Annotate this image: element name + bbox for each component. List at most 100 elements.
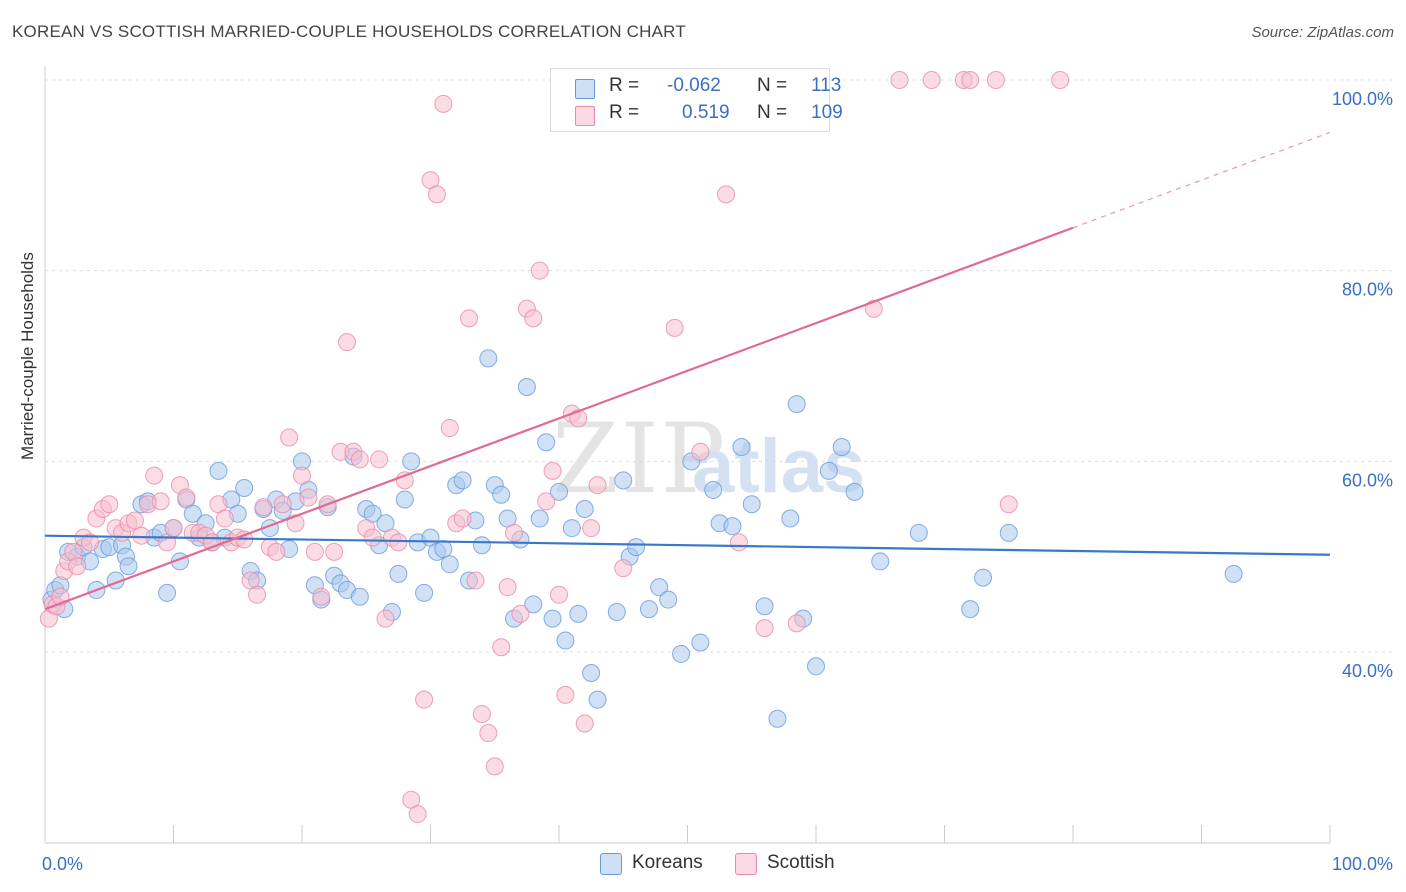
korean-point [395, 490, 414, 509]
scottish-point [614, 559, 633, 578]
scottish-point [434, 94, 453, 113]
korean-point [961, 600, 980, 619]
korean-point [402, 452, 421, 471]
scottish-point [68, 557, 87, 576]
legend-n-value: 113 [811, 75, 842, 96]
scottish-point [1051, 71, 1070, 89]
scottish-point [337, 333, 356, 352]
scottish-point [582, 519, 601, 538]
korean-point [999, 523, 1018, 542]
legend-n-value: 109 [811, 102, 843, 123]
korean-point [845, 482, 864, 501]
scottish-point [864, 299, 883, 318]
axes [44, 66, 1331, 844]
korean-point [209, 461, 228, 480]
x-tick-label: 0.0% [42, 854, 83, 874]
korean-point [440, 555, 459, 574]
scottish-point [145, 466, 164, 485]
scottish-point [575, 714, 594, 733]
trend-line-scottish [44, 226, 1074, 611]
korean-point [562, 519, 581, 538]
scottish-point [922, 71, 941, 89]
scottish-point [556, 685, 575, 704]
scottish-point [524, 309, 543, 328]
scottish-point [215, 509, 234, 528]
scottish-point [325, 542, 344, 561]
korean-point [434, 540, 453, 559]
korean-point [755, 597, 774, 616]
korean-point [556, 631, 575, 650]
legend-swatch-koreans [575, 79, 595, 99]
scottish-point [755, 619, 774, 638]
korean-point [582, 663, 601, 682]
korean-point [607, 602, 626, 621]
scottish-point [492, 638, 511, 657]
legend-r-value: 0.519 [682, 102, 730, 123]
korean-point [569, 604, 588, 623]
scottish-point [293, 466, 311, 485]
korean-point [119, 557, 138, 576]
scottish-point [691, 442, 710, 461]
chart-title: KOREAN VS SCOTTISH MARRIED-COUPLE HOUSEH… [12, 22, 686, 41]
y-tick-label: 100.0% [1332, 89, 1393, 109]
bottom-legend-label-koreans: Koreans [632, 852, 703, 873]
y-tick-label: 60.0% [1342, 470, 1393, 490]
legend-swatch-scottish [575, 106, 595, 126]
legend-r-value: -0.062 [667, 75, 721, 96]
korean-point [650, 578, 669, 597]
scottish-point [80, 533, 99, 552]
scottish-point [125, 511, 144, 530]
scottish-point [267, 542, 286, 561]
korean-point [723, 517, 742, 536]
scottish-point [164, 519, 183, 538]
scottish-point [498, 578, 517, 597]
y-tick-label: 40.0% [1342, 661, 1393, 681]
scottish-point [280, 428, 299, 447]
korean-point [672, 644, 691, 663]
korean-point [550, 482, 568, 501]
scottish-point [363, 528, 382, 547]
korean-point [530, 509, 549, 528]
korean-point [479, 349, 498, 368]
y-tick-label: 80.0% [1342, 280, 1393, 300]
korean-point [627, 538, 646, 557]
scottish-point [132, 526, 151, 545]
legend-n-label: N = [757, 75, 793, 96]
scottish-point [427, 185, 446, 204]
scottish-point [177, 488, 196, 507]
scottish-point [453, 509, 472, 528]
scottish-point [986, 71, 1005, 89]
scottish-point [479, 724, 498, 743]
korean-point [492, 485, 511, 504]
scottish-point [305, 542, 324, 561]
x-tick-label: 100.0% [1332, 854, 1393, 874]
scottish-point [286, 514, 305, 533]
trend-line-koreans [44, 534, 1331, 556]
scottish-point [588, 476, 607, 495]
korean-point [453, 471, 472, 490]
scottish-point [530, 261, 549, 280]
correlation-legend: R = -0.062 N = 113 R = 0.519 N = 109 [550, 68, 843, 132]
watermark: ZIP atlas [552, 403, 865, 515]
korean-point [704, 480, 723, 499]
korean-point [614, 471, 633, 490]
korean-point [543, 609, 562, 628]
korean-point [183, 504, 202, 523]
scottish-point [787, 614, 806, 633]
scottish-point [729, 533, 748, 552]
korean-point [158, 583, 177, 602]
scottish-point [961, 71, 980, 89]
y-axis-label: Married-couple Households [18, 252, 37, 460]
korean-point [807, 657, 825, 676]
scottish-point [370, 450, 389, 469]
scottish-point [472, 704, 491, 723]
scottish-point [376, 609, 395, 628]
korean-point [691, 633, 710, 652]
legend-r-label: R = [609, 75, 645, 96]
scottish-point [440, 418, 459, 437]
korean-point [909, 523, 928, 542]
scottish-point [550, 585, 568, 604]
scottish-point [415, 690, 434, 709]
korean-point [781, 509, 800, 528]
